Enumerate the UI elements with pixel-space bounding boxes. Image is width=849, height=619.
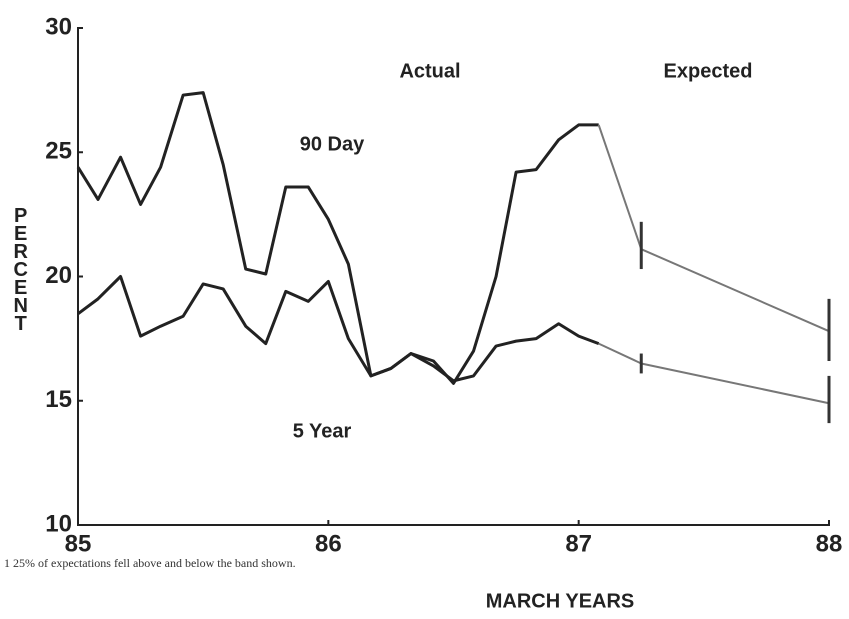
- y-axis-label: PERCENT: [10, 205, 32, 331]
- y-tick-label: 25: [45, 138, 72, 165]
- annotation: Expected: [664, 60, 753, 82]
- footnote-box: 1 25% of expectations fell above and bel…: [4, 557, 296, 570]
- annotation: 5 Year: [293, 420, 352, 442]
- line: [77, 275, 600, 383]
- annotation: Actual: [399, 60, 460, 82]
- annotation: 90 Day: [300, 133, 365, 155]
- connector: [597, 124, 643, 250]
- x-tick-label: 86: [315, 530, 342, 557]
- connector: [598, 342, 642, 365]
- x-tick-label: 87: [565, 530, 592, 557]
- line: [76, 91, 599, 385]
- y-tick-label: 20: [45, 262, 72, 289]
- footnote: 1 25% of expectations fell above and bel…: [4, 557, 296, 570]
- y-tick-label: 30: [45, 13, 72, 40]
- expected-line: [641, 362, 830, 405]
- x-tick-label: 88: [816, 530, 843, 557]
- y-tick-label: 10: [45, 510, 72, 537]
- y-tick-label: 15: [45, 386, 72, 413]
- expected-line: [640, 248, 830, 333]
- x-axis-label: MARCH YEARS: [486, 590, 635, 612]
- x-tick-label: 85: [65, 530, 92, 557]
